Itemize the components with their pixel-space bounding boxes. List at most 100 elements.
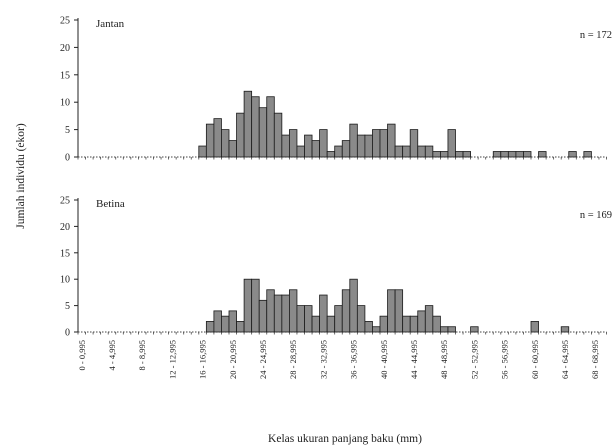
bar [296, 145, 305, 158]
bar [334, 145, 343, 158]
bar [236, 321, 245, 333]
bar [296, 305, 305, 333]
bar [266, 96, 275, 158]
bar [583, 151, 592, 158]
bar [251, 278, 260, 333]
bar [402, 315, 411, 333]
bar [424, 145, 434, 158]
bar [281, 134, 290, 158]
bar [311, 315, 320, 333]
bar [288, 129, 298, 158]
bar [364, 321, 373, 333]
bar [455, 151, 464, 158]
x-tick-label: 40 - 40,995 [379, 340, 389, 379]
bar [228, 140, 237, 158]
bar [387, 289, 396, 333]
panel-title: Jantan [96, 18, 125, 30]
bar [500, 151, 509, 158]
bar [439, 326, 449, 333]
bar [288, 289, 298, 333]
y-tick-label: 25 [60, 16, 70, 27]
bar [258, 299, 268, 333]
x-tick-label: 8 - 8,995 [137, 340, 147, 370]
bar [364, 134, 373, 158]
bar [387, 123, 396, 158]
bar [439, 151, 449, 158]
bar [213, 310, 222, 333]
x-axis-title: Kelas ukuran panjang baku (mm) [268, 433, 422, 445]
bar [538, 151, 547, 158]
bar [221, 129, 230, 158]
x-tick-label: 0 - 0,995 [77, 340, 87, 370]
x-tick-label: 4 - 4,995 [107, 340, 117, 370]
bar [568, 151, 577, 158]
bar [251, 96, 260, 158]
bar [266, 289, 275, 333]
bar [470, 326, 479, 333]
x-tick-label: 28 - 28,995 [288, 340, 298, 379]
x-tick-label: 20 - 20,995 [228, 340, 238, 379]
bar [417, 145, 426, 158]
x-tick-label: 44 - 44,995 [409, 340, 419, 379]
bar [560, 326, 570, 333]
bar [523, 151, 532, 158]
bar [304, 134, 313, 158]
y-tick-label: 10 [60, 98, 70, 109]
bar [432, 315, 441, 333]
bar [447, 129, 456, 158]
bar [417, 310, 426, 333]
bar [236, 112, 245, 158]
x-tick-label: 56 - 56,995 [500, 340, 510, 379]
bar [379, 315, 388, 333]
bar [507, 151, 517, 158]
y-tick-label: 15 [60, 70, 70, 81]
bar [394, 289, 404, 333]
x-tick-label: 36 - 36,995 [349, 340, 359, 379]
y-tick-label: 0 [65, 328, 70, 339]
bar [213, 118, 222, 158]
bar [515, 151, 524, 158]
bar [311, 140, 320, 158]
y-tick-label: 15 [60, 248, 70, 259]
panel-title: Betina [96, 198, 125, 210]
bar [273, 112, 283, 158]
bar [304, 305, 313, 333]
bar [243, 90, 253, 158]
y-tick-label: 5 [65, 301, 70, 312]
x-tick-label: 52 - 52,995 [469, 340, 479, 379]
bar [258, 107, 268, 158]
bar [394, 145, 404, 158]
bar [334, 305, 343, 333]
x-tick-label: 24 - 24,995 [258, 340, 268, 379]
bar [349, 123, 358, 158]
bar [356, 305, 366, 333]
x-tick-label: 32 - 32,995 [318, 340, 328, 379]
bar [409, 129, 419, 158]
bar [243, 278, 253, 333]
bar [205, 321, 215, 333]
bar [273, 294, 283, 333]
bar [281, 294, 290, 333]
bar [402, 145, 411, 158]
sample-size-label: n = 169 [580, 210, 612, 221]
bar [356, 134, 366, 158]
bar [326, 315, 336, 333]
y-tick-label: 25 [60, 196, 70, 207]
bar [319, 129, 328, 158]
bar [432, 151, 441, 158]
x-tick-label: 16 - 16,995 [198, 340, 208, 379]
y-tick-label: 10 [60, 275, 70, 286]
y-tick-label: 20 [60, 43, 70, 54]
x-tick-label: 12 - 12,995 [167, 340, 177, 379]
bar [447, 326, 456, 333]
bar [409, 315, 419, 333]
bar [530, 321, 539, 333]
bar [228, 310, 237, 333]
y-tick-label: 0 [65, 153, 70, 164]
bar [372, 326, 381, 333]
bar [424, 305, 434, 333]
bar [462, 151, 471, 158]
y-axis-title: Jumlah individu (ekor) [15, 123, 27, 229]
